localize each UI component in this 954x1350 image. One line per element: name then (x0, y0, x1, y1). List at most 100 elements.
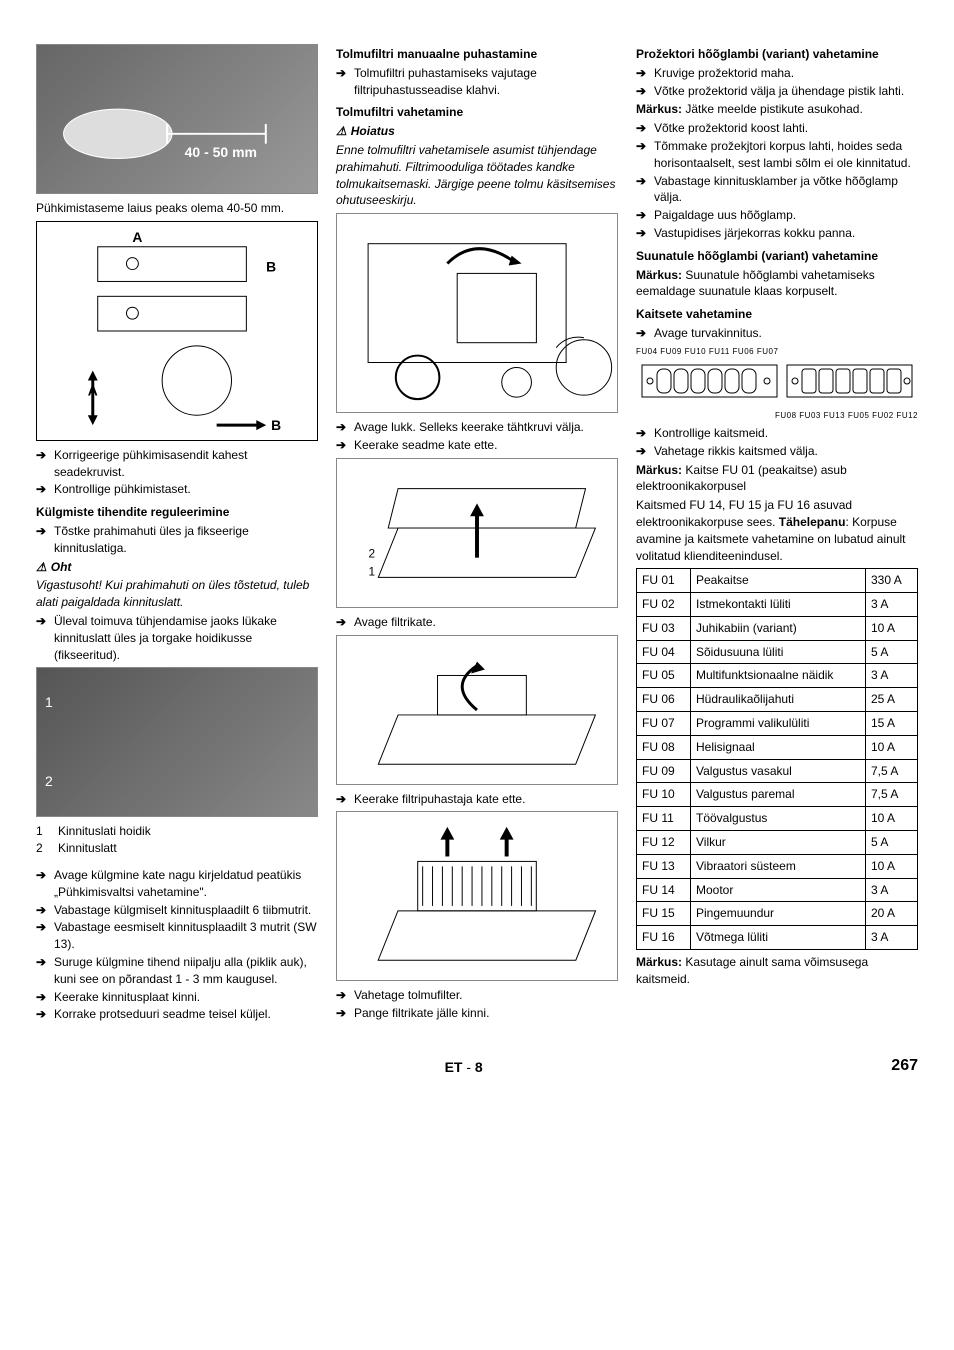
table-cell: Valgustus vasakul (691, 759, 866, 783)
table-cell: 7,5 A (866, 783, 918, 807)
fuse-location-text: Kaitsmed FU 14, FU 15 ja FU 16 asuvad el… (636, 497, 918, 564)
table-cell: 20 A (866, 902, 918, 926)
table-cell: FU 10 (637, 783, 691, 807)
table-cell: Pingemuundur (691, 902, 866, 926)
table-cell: Vilkur (691, 831, 866, 855)
brush-width-text: Pühkimistaseme laius peaks olema 40-50 m… (36, 200, 318, 217)
table-cell: Multifunktsionaalne näidik (691, 664, 866, 688)
table-cell: FU 04 (637, 640, 691, 664)
list-item: Vabastage külgmiselt kinnitusplaadilt 6 … (36, 902, 318, 919)
list-item: Avage filtrikate. (336, 614, 618, 631)
column-3: Prožektori hõõglambi (variant) vahetamin… (636, 40, 918, 1025)
table-cell: FU 11 (637, 807, 691, 831)
slat-step: Üleval toimuva tühjendamise jaoks lükake… (36, 613, 318, 663)
legend-num: 1 (36, 823, 48, 840)
adjust-steps: Korrigeerige pühkimisasendit kahest sead… (36, 447, 318, 498)
table-row: FU 14Mootor3 A (637, 878, 918, 902)
column-2: Tolmufiltri manuaalne puhastamine Tolmuf… (336, 40, 618, 1025)
list-item: Kontrollige pühkimistaset. (36, 481, 318, 498)
warning-text: Enne tolmufiltri vahetamisele asumist tü… (336, 142, 618, 209)
open-cover-step: Avage filtrikate. (336, 614, 618, 631)
table-cell: 3 A (866, 926, 918, 950)
direction-lamp-heading: Suunatule hõõglambi (variant) vahetamine (636, 248, 918, 265)
list-item: Vabastage kinnitusklamber ja võtke hõõgl… (636, 173, 918, 207)
fuse-table: FU 01Peakaitse330 AFU 02Istmekontakti lü… (636, 568, 918, 950)
slat-legend: 1Kinnituslati hoidik 2Kinnituslatt (36, 823, 318, 857)
table-cell: Programmi valikulüliti (691, 712, 866, 736)
table-cell: FU 05 (637, 664, 691, 688)
legend-text: Kinnituslati hoidik (58, 823, 151, 840)
list-item: Vastupidises järjekorras kokku panna. (636, 225, 918, 242)
table-cell: Hüdraulikaõlijahuti (691, 688, 866, 712)
table-cell: 15 A (866, 712, 918, 736)
replace-filter-steps: Vahetage tolmufilter. Pange filtrikate j… (336, 987, 618, 1022)
list-item: Tolmufiltri puhastamiseks vajutage filtr… (336, 65, 618, 99)
table-row: FU 15Pingemuundur20 A (637, 902, 918, 926)
table-cell: Juhikabiin (variant) (691, 616, 866, 640)
table-row: FU 07Programmi valikulüliti15 A (637, 712, 918, 736)
warning-heading: Hoiatus (351, 124, 395, 138)
table-row: FU 05Multifunktsionaalne näidik3 A (637, 664, 918, 688)
list-item: Suruge külgmine tihend niipalju alla (pi… (36, 954, 318, 988)
note-3: Märkus: Kaitse FU 01 (peakaitse) asub el… (636, 462, 918, 496)
svg-text:B: B (271, 417, 281, 433)
table-cell: FU 13 (637, 854, 691, 878)
brush-width-image: 40 - 50 mm (36, 44, 318, 194)
danger-heading: Oht (51, 560, 72, 574)
table-cell: 10 A (866, 616, 918, 640)
cleaner-cover-step: Keerake filtripuhastaja kate ette. (336, 791, 618, 808)
list-item: Keerake kinnitusplaat kinni. (36, 989, 318, 1006)
warning-icon (336, 124, 351, 138)
list-item: Võtke prožektorid koost lahti. (636, 120, 918, 137)
adjustment-diagram: A B A B (36, 221, 318, 441)
projector-heading: Prožektori hõõglambi (variant) vahetamin… (636, 46, 918, 63)
table-cell: FU 09 (637, 759, 691, 783)
slat-photo: 1 2 (36, 667, 318, 817)
table-row: FU 10Valgustus paremal7,5 A (637, 783, 918, 807)
table-cell: 3 A (866, 593, 918, 617)
list-item: Paigaldage uus hõõglamp. (636, 207, 918, 224)
danger-text: Vigastusoht! Kui prahimahuti on üles tõs… (36, 577, 318, 611)
table-cell: 3 A (866, 878, 918, 902)
table-cell: Töövalgustus (691, 807, 866, 831)
list-item: Korrigeerige pühkimisasendit kahest sead… (36, 447, 318, 481)
table-row: FU 16Võtmega lüliti3 A (637, 926, 918, 950)
filter-cover-diagram: 2 1 (336, 458, 618, 608)
table-cell: 3 A (866, 664, 918, 688)
table-cell: FU 02 (637, 593, 691, 617)
list-item: Vabastage eesmiselt kinnitusplaadilt 3 m… (36, 919, 318, 953)
table-row: FU 11Töövalgustus10 A (637, 807, 918, 831)
table-cell: Istmekontakti lüliti (691, 593, 866, 617)
table-cell: FU 12 (637, 831, 691, 855)
svg-text:B: B (266, 258, 276, 274)
open-lock-steps: Avage lukk. Selleks keerake tähtkruvi vä… (336, 419, 618, 454)
table-cell: 5 A (866, 831, 918, 855)
note-4: Märkus: Kasutage ainult sama võimsusega … (636, 954, 918, 988)
table-cell: 25 A (866, 688, 918, 712)
table-row: FU 04Sõidusuuna lüliti5 A (637, 640, 918, 664)
table-cell: 10 A (866, 735, 918, 759)
list-item: Tõmmake prožekjtori korpus lahti, hoides… (636, 138, 918, 172)
manual-clean-heading: Tolmufiltri manuaalne puhastamine (336, 46, 618, 63)
table-cell: FU 16 (637, 926, 691, 950)
table-cell: 7,5 A (866, 759, 918, 783)
fuse-heading: Kaitsete vahetamine (636, 306, 918, 323)
list-item: Vahetage tolmufilter. (336, 987, 618, 1004)
list-item: Keerake filtripuhastaja kate ette. (336, 791, 618, 808)
brush-width-label: 40 - 50 mm (185, 143, 257, 163)
list-item: Avage külgmine kate nagu kirjeldatud pea… (36, 867, 318, 901)
svg-text:A: A (132, 229, 142, 245)
filter-replace-heading: Tolmufiltri vahetamine (336, 104, 618, 121)
table-cell: FU 14 (637, 878, 691, 902)
warning-icon (36, 560, 51, 574)
list-item: Üleval toimuva tühjendamise jaoks lükake… (36, 613, 318, 663)
list-item: Kontrollige kaitsmeid. (636, 425, 918, 442)
fuse-labels-top: FU04 FU09 FU10 FU11 FU06 FU07 (636, 346, 918, 357)
table-cell: 5 A (866, 640, 918, 664)
list-item: Keerake seadme kate ette. (336, 437, 618, 454)
table-row: FU 02Istmekontakti lüliti3 A (637, 593, 918, 617)
fuse-labels-bottom: FU08 FU03 FU13 FU05 FU02 FU12 (636, 410, 918, 421)
table-cell: Helisignaal (691, 735, 866, 759)
filter-remove-diagram (336, 811, 618, 981)
seal-step: Tõstke prahimahuti üles ja fikseerige ki… (36, 523, 318, 557)
